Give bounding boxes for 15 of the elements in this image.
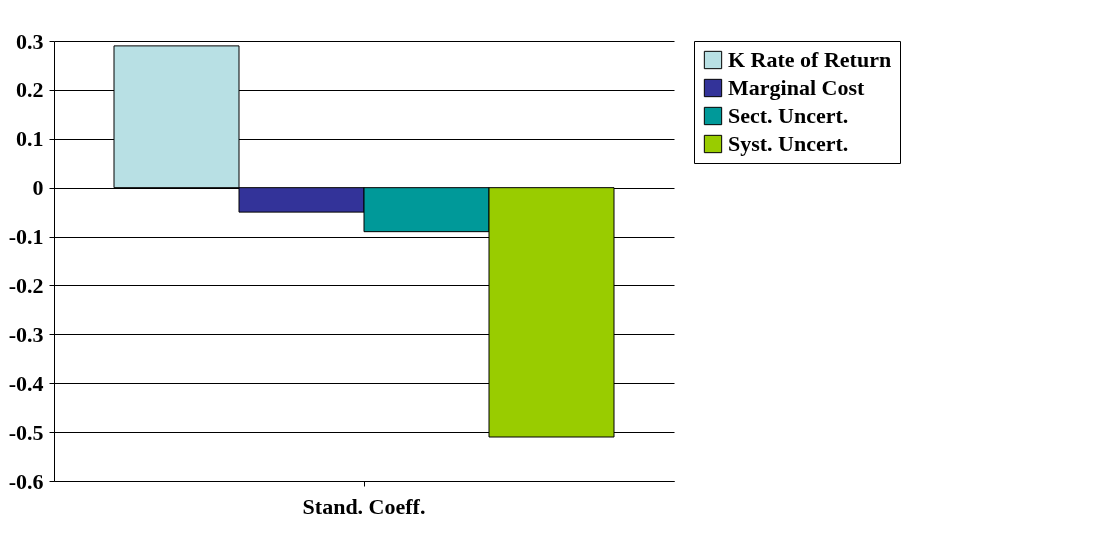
x-tick-label: Stand. Coeff. (302, 493, 426, 519)
y-tick-label: 0 (32, 175, 44, 201)
y-tick-label: -0.1 (8, 224, 44, 250)
y-tick-label: -0.6 (8, 468, 44, 494)
y-tick-label: 0.3 (16, 28, 44, 54)
y-tick-label: 0.1 (16, 126, 44, 152)
y-tick-label: 0.2 (16, 77, 44, 103)
y-tick-label: -0.3 (8, 321, 44, 347)
y-tick-label: -0.5 (8, 419, 44, 445)
legend-label: Sect. Uncert. (728, 103, 849, 128)
y-tick-label: -0.4 (8, 370, 44, 396)
legend-label: Syst. Uncert. (728, 131, 849, 156)
y-tick-label: -0.2 (8, 272, 44, 298)
legend-label: K Rate of Return (728, 47, 892, 72)
legend-label: Marginal Cost (728, 75, 865, 100)
